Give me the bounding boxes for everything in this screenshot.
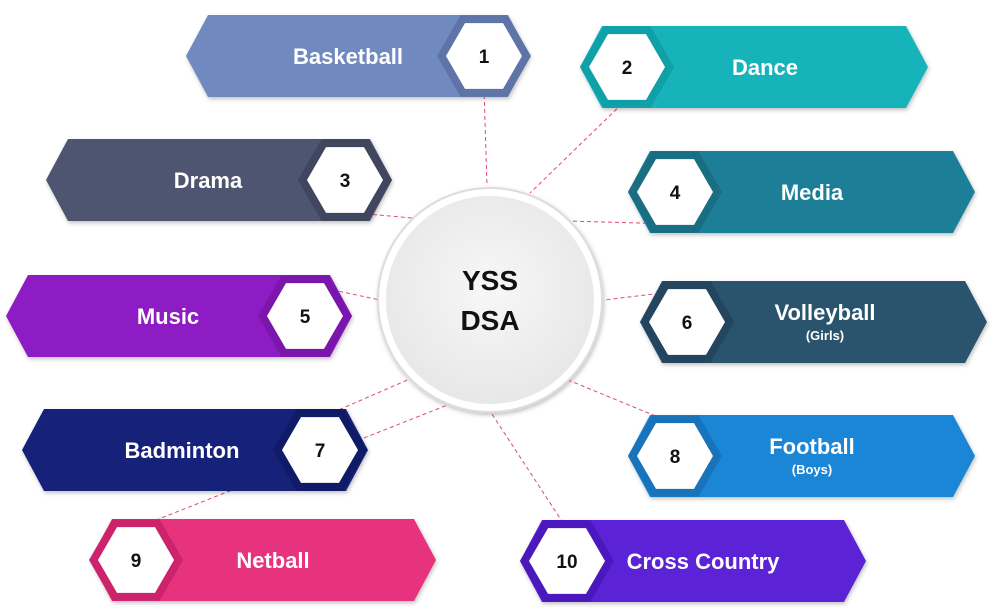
item-label: Cross Country <box>627 549 781 574</box>
banner-cross-country: 10 Cross Country <box>520 520 866 602</box>
banner-drama: 3 Drama <box>46 139 392 221</box>
connector-line <box>529 98 628 194</box>
banner-shape <box>628 151 975 233</box>
item-label: Media <box>781 180 844 205</box>
connector-line <box>491 413 568 530</box>
item-number: 5 <box>300 307 311 328</box>
item-number: 9 <box>131 551 142 572</box>
center-circle <box>386 196 594 404</box>
banner-netball: 9 Netball <box>89 519 436 601</box>
banner-shape <box>90 519 436 601</box>
banner-dance: 2 Dance <box>580 26 928 108</box>
item-label: Netball <box>236 548 309 573</box>
number-hexagon <box>637 423 713 489</box>
item-sublabel: (Girls) <box>806 328 844 343</box>
banner-shape <box>6 275 352 357</box>
number-hexagon <box>446 23 522 89</box>
connector-line <box>344 211 413 219</box>
banner-shape <box>640 281 987 363</box>
banner-media: 4 Media <box>628 151 975 233</box>
item-number: 4 <box>670 183 681 204</box>
center-title-line2: DSA <box>460 305 519 336</box>
item-label: Badminton <box>125 438 240 463</box>
banner-shape <box>46 139 392 221</box>
banner-volleyball: 6 Volleyball (Girls) <box>640 281 987 363</box>
item-number: 3 <box>340 171 351 192</box>
item-number: 2 <box>622 58 633 79</box>
item-label: Volleyball <box>774 300 875 325</box>
item-label: Football <box>769 434 855 459</box>
center-title-line1: YSS <box>462 265 518 296</box>
item-number: 6 <box>682 313 693 334</box>
item-label: Dance <box>732 55 798 80</box>
banner-football: 8 Football (Boys) <box>628 415 975 497</box>
number-hexagon <box>267 283 343 349</box>
banner-group: 1 Basketball 2 Dance 3 Drama 4 Media 5 Music 6 Voll… <box>6 15 987 602</box>
item-label: Drama <box>174 168 243 193</box>
number-hexagon <box>282 417 358 483</box>
item-label: Basketball <box>293 44 403 69</box>
banner-basketball: 1 Basketball <box>186 15 531 97</box>
number-hexagon <box>529 528 605 594</box>
number-hexagon <box>98 527 174 593</box>
banner-shape <box>580 26 928 108</box>
banner-badminton: 7 Badminton <box>22 409 368 491</box>
banner-music: 5 Music <box>6 275 352 357</box>
number-hexagon <box>637 159 713 225</box>
item-label: Music <box>137 304 199 329</box>
connector-line <box>304 283 381 301</box>
item-number: 10 <box>556 552 577 573</box>
number-hexagon <box>589 34 665 100</box>
item-sublabel: (Boys) <box>792 462 832 477</box>
banner-shape <box>22 409 368 491</box>
connector-line <box>567 379 676 425</box>
number-hexagon <box>649 289 725 355</box>
item-number: 8 <box>670 447 681 468</box>
banner-shape <box>628 415 975 497</box>
item-number: 1 <box>479 47 490 68</box>
banner-shape <box>186 15 530 97</box>
number-hexagon <box>307 147 383 213</box>
banner-shape <box>520 520 866 602</box>
center-hub: YSS DSA <box>377 187 603 413</box>
connector-line <box>483 87 488 187</box>
item-number: 7 <box>315 441 326 462</box>
